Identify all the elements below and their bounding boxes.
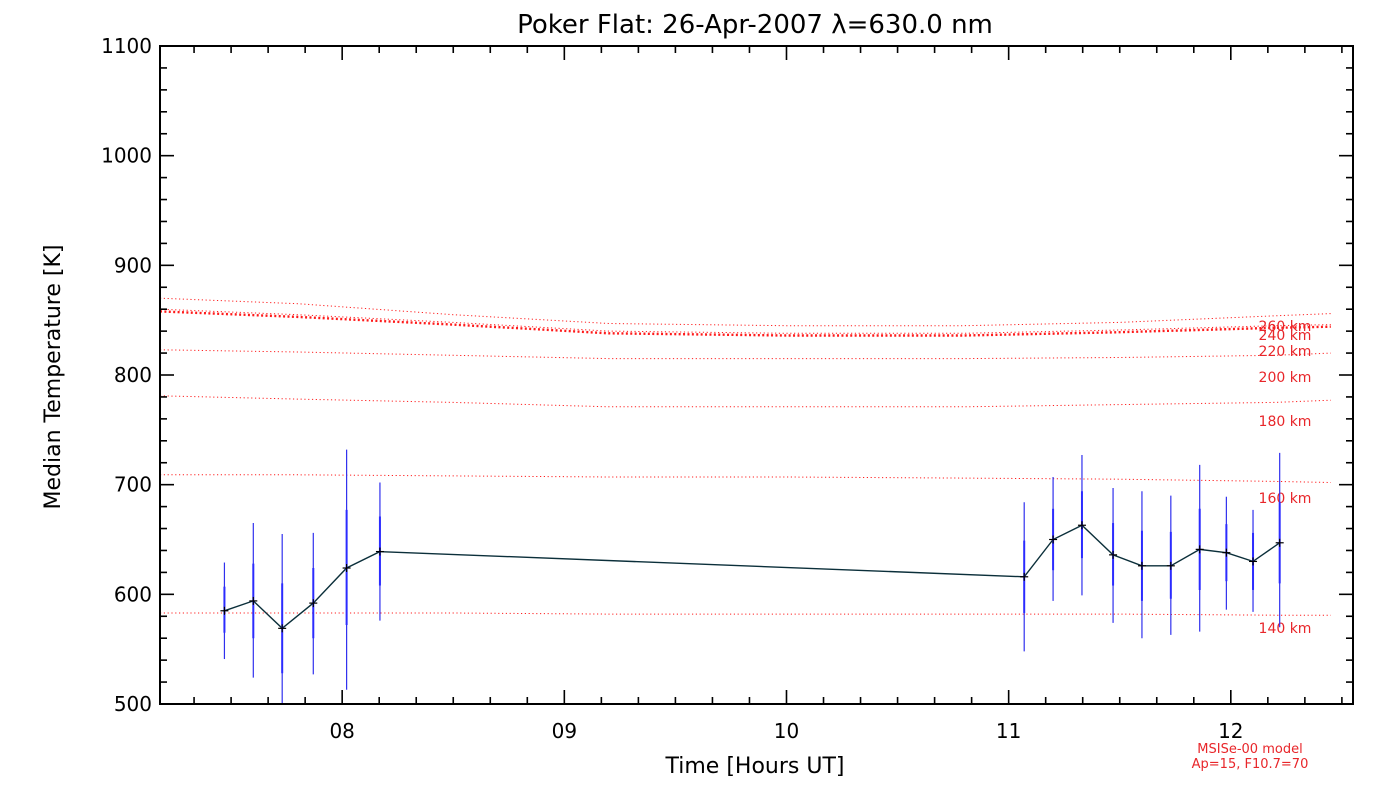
model-curve-240km <box>159 308 1331 334</box>
x-tick-label: 10 <box>774 719 799 743</box>
model-curve-200km <box>159 395 1331 408</box>
x-tick-label: 08 <box>329 719 354 743</box>
temperature-line <box>224 524 1281 630</box>
plot-axes: 500 600 700 800 900 1000 1100 08 09 10 11 12 <box>101 34 1354 743</box>
altitude-label: 140 km <box>1259 621 1312 637</box>
altitude-label: 240 km <box>1259 328 1312 344</box>
model-curve-160km <box>160 612 1331 616</box>
chart-title: Poker Flat: 26-Apr-2007 λ=630.0 nm <box>517 10 993 40</box>
y-axis-title: Median Temperature [K] <box>41 245 66 510</box>
altitude-label: 220 km <box>1259 344 1312 360</box>
altitude-label: 200 km <box>1259 370 1312 386</box>
model-parameters-note: Ap=15, F10.7=70 <box>1192 757 1309 772</box>
y-tick-label: 800 <box>114 363 152 387</box>
x-axis-title: Time [Hours UT] <box>665 754 845 779</box>
x-tick-label: 09 <box>552 719 577 743</box>
y-tick-label: 1000 <box>101 144 152 168</box>
temperature-series <box>220 449 1284 704</box>
model-curve-exosphere <box>159 310 1331 337</box>
altitude-label: 260 km <box>1259 319 1312 335</box>
x-tick-label: 11 <box>996 719 1021 743</box>
altitude-label: 180 km <box>1259 414 1312 430</box>
model-curve-260km <box>159 297 1331 327</box>
model-curve-180km <box>160 474 1331 483</box>
x-tick-label: 12 <box>1218 719 1243 743</box>
msis-model-curves <box>159 297 1331 616</box>
y-tick-label: 900 <box>114 253 152 277</box>
y-tick-label: 1100 <box>101 34 152 58</box>
y-tick-label: 700 <box>114 473 152 497</box>
y-tick-label: 600 <box>114 582 152 606</box>
model-curve-220km <box>159 349 1331 360</box>
y-tick-label: 500 <box>114 692 152 716</box>
plot-frame <box>159 45 1354 705</box>
altitude-label: 160 km <box>1259 491 1312 507</box>
model-note: MSISe-00 model <box>1197 742 1302 757</box>
